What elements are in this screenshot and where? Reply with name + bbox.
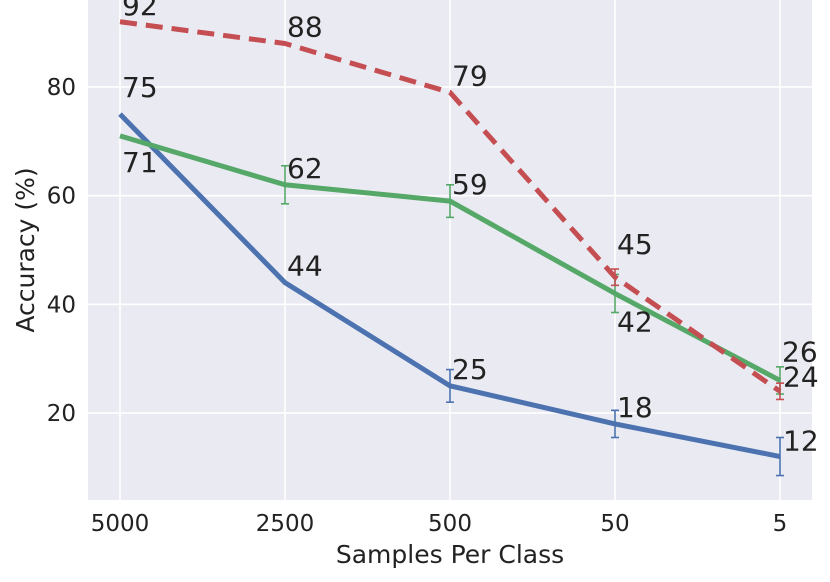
- data-label: 62: [287, 152, 323, 185]
- y-tick-label: 20: [47, 401, 76, 427]
- data-label: 44: [287, 250, 323, 283]
- data-label: 12: [783, 425, 819, 458]
- x-tick-label: 2500: [256, 511, 315, 537]
- data-label: 24: [783, 360, 819, 393]
- x-tick-label: 5: [773, 511, 788, 537]
- data-label: 18: [617, 391, 653, 424]
- x-tick-label: 50: [600, 511, 629, 537]
- data-label: 59: [452, 168, 488, 201]
- x-axis-title: Samples Per Class: [336, 540, 564, 569]
- data-label: 42: [617, 305, 653, 338]
- y-tick-label: 80: [47, 75, 76, 101]
- data-label: 88: [287, 10, 323, 43]
- data-label: 25: [452, 353, 488, 386]
- y-tick-label: 60: [47, 184, 76, 210]
- data-label: 79: [452, 59, 488, 92]
- y-tick-label: 40: [47, 292, 76, 318]
- data-label: 45: [617, 228, 653, 261]
- data-label: 26: [782, 335, 818, 368]
- data-label: 92: [122, 0, 158, 22]
- x-tick-label: 500: [428, 511, 472, 537]
- data-label: 71: [122, 146, 158, 179]
- data-label: 75: [122, 71, 158, 104]
- x-tick-label: 5000: [91, 511, 150, 537]
- y-axis-title: Accuracy (%): [11, 167, 40, 332]
